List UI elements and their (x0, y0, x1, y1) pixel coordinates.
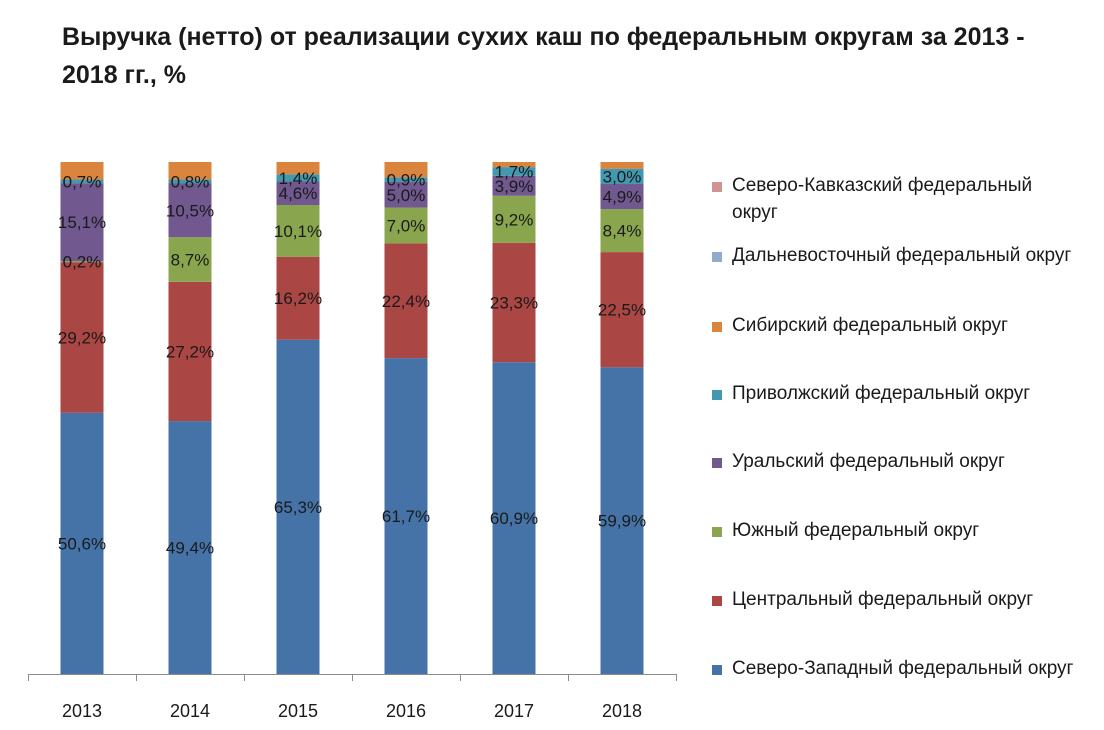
data-label: 0,9% (387, 171, 426, 190)
legend-label: Сибирский федеральный округ (732, 315, 1008, 336)
bar-segment (600, 367, 644, 674)
bar-segment (168, 183, 212, 238)
data-label: 22,5% (598, 301, 646, 320)
data-label: 15,1% (58, 213, 106, 232)
data-label: 4,6% (279, 184, 318, 203)
legend-label: Уральский федеральный округ (732, 451, 1005, 472)
legend-swatch (712, 458, 722, 468)
bar-segment (60, 412, 104, 674)
bar-segment (492, 167, 536, 176)
data-label: 3,9% (495, 177, 534, 196)
legend-swatch (712, 527, 722, 537)
bar-segment (384, 162, 428, 178)
data-label: 5,0% (387, 186, 426, 205)
bar-segment (276, 181, 320, 206)
bar-segment (60, 262, 104, 413)
bar-segment (384, 177, 428, 182)
bar-segment (60, 162, 104, 180)
bar-segment (60, 179, 104, 184)
bar-segment (168, 162, 212, 180)
data-label: 49,4% (166, 539, 214, 558)
x-tick-label: 2015 (278, 701, 318, 721)
legend-label: Северо-Кавказский федеральный округ (732, 175, 1033, 223)
bar-segment (600, 162, 644, 169)
bar-segment (276, 162, 320, 175)
data-label: 1,7% (495, 162, 534, 181)
x-tick-label: 2014 (170, 701, 210, 721)
x-tick-label: 2017 (494, 701, 534, 721)
bar-segment (492, 242, 536, 363)
bar-group (60, 162, 644, 674)
bar-segment (276, 174, 320, 182)
data-label: 9,2% (495, 210, 534, 229)
legend-label: Дальневосточный федеральный округ (732, 245, 1072, 266)
bar-segment (492, 175, 536, 196)
bar-segment (492, 162, 536, 168)
legend-label: Приволжский федеральный округ (732, 383, 1031, 404)
data-label: 50,6% (58, 534, 106, 553)
data-label: 0,8% (171, 172, 210, 191)
data-label: 7,0% (387, 216, 426, 235)
data-label: 65,3% (274, 498, 322, 517)
data-label: 10,1% (274, 222, 322, 241)
bar-segment (492, 195, 536, 243)
bar-segment (276, 205, 320, 257)
legend-swatch (712, 390, 722, 400)
bar-segment (600, 252, 644, 368)
x-tick-label: 2013 (62, 701, 102, 721)
bar-segment (600, 209, 644, 253)
data-label: 27,2% (166, 342, 214, 361)
legend-swatch (712, 182, 722, 192)
bar-segment (60, 183, 104, 262)
bar-segment (600, 168, 644, 185)
bar-segment (168, 237, 212, 282)
legend-swatch (712, 665, 722, 675)
legend-swatch (712, 322, 722, 332)
bar-segment (168, 281, 212, 422)
bar-segment (384, 207, 428, 244)
bar-segment (384, 181, 428, 208)
legend-label: Южный федеральный округ (732, 520, 980, 541)
data-label: 23,3% (490, 294, 538, 313)
bar-segment (276, 256, 320, 340)
data-label: 3,0% (603, 167, 642, 186)
data-label: 8,4% (603, 222, 642, 241)
data-label: 0,2% (63, 253, 102, 272)
chart-title: Выручка (нетто) от реализации сухих каш … (62, 23, 1025, 89)
bar-segment (384, 358, 428, 674)
data-label: 29,2% (58, 328, 106, 347)
x-axis: 2013 2014 2015 2016 2017 2018 (28, 674, 677, 721)
data-labels: 50,6% 29,2% 0,2% 15,1% 0,7% 49,4% 27,2% 8,7% 10,… (58, 162, 646, 557)
bar-segment (492, 362, 536, 674)
bar-segment (600, 184, 644, 210)
data-label: 60,9% (490, 509, 538, 528)
legend-label: Северо-Западный федеральный округ (732, 658, 1074, 679)
data-label: 8,7% (171, 251, 210, 270)
data-label: 0,7% (63, 172, 102, 191)
bar-segment (168, 179, 212, 184)
legend-label: Центральный федеральный округ (732, 589, 1034, 610)
data-label: 10,5% (166, 201, 214, 220)
legend-swatch (712, 596, 722, 606)
data-label: 16,2% (274, 289, 322, 308)
bar-segment (276, 339, 320, 674)
data-label: 59,9% (598, 512, 646, 531)
x-tick-label: 2016 (386, 701, 426, 721)
bar-segment (60, 261, 104, 263)
data-label: 61,7% (382, 507, 430, 526)
data-label: 22,4% (382, 292, 430, 311)
bar-segment (384, 243, 428, 359)
data-label: 1,4% (279, 169, 318, 188)
data-label: 4,9% (603, 188, 642, 207)
x-tick-label: 2018 (602, 701, 642, 721)
bar-segment (168, 421, 212, 674)
legend-swatch (712, 252, 722, 262)
